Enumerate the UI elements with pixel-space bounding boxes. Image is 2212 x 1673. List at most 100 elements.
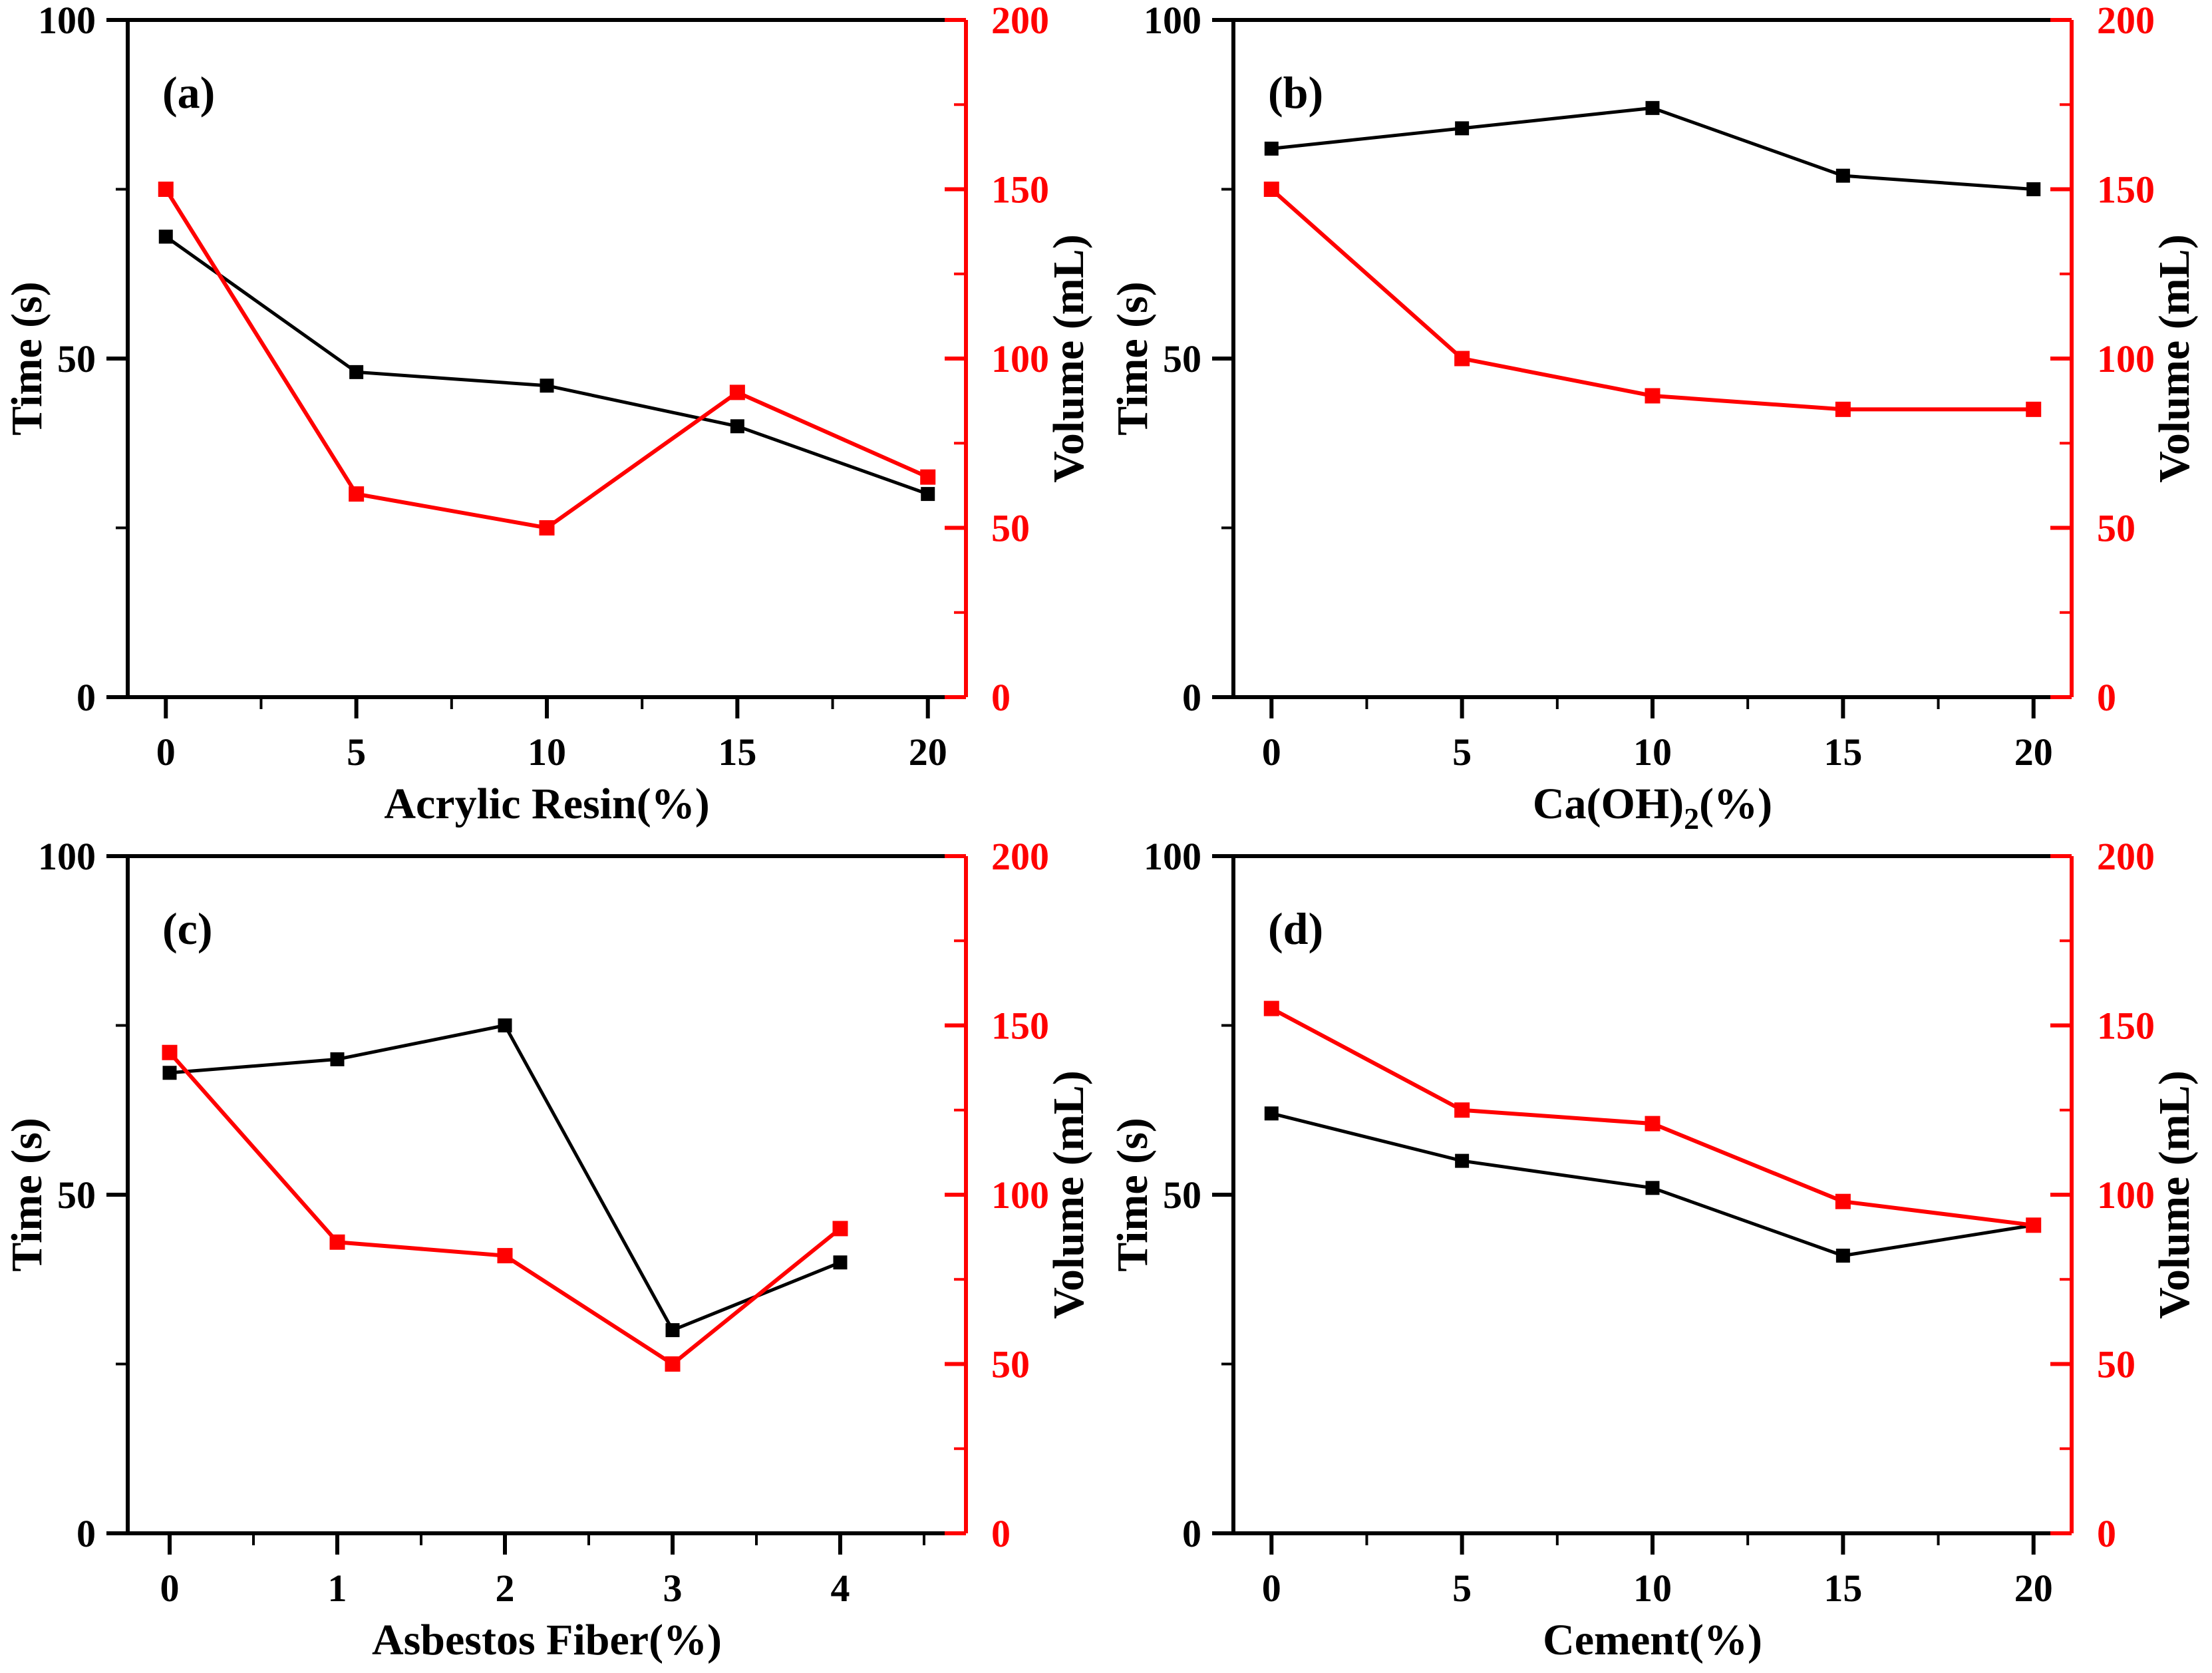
y-left-tick-label: 50 <box>57 337 96 380</box>
marker-time <box>1455 1153 1470 1168</box>
chart-asbestos-fiber: 0 50 100 0 50 100 150 200 0 1 2 3 4 Time (s) Volume (m… <box>3 836 1093 1664</box>
x-tick-label: 2 <box>496 1567 515 1610</box>
x-tick-label: 5 <box>1452 1567 1472 1610</box>
marker-volume <box>539 520 555 535</box>
chart-cement: 0 50 100 0 50 100 150 200 0 5 10 15 20 Time (s) Volume… <box>1108 836 2199 1664</box>
y-right-tick-label: 100 <box>991 337 1049 380</box>
marker-volume <box>832 1221 848 1237</box>
marker-time <box>540 379 554 393</box>
marker-time <box>158 229 173 244</box>
y-right-axis-title: Volume (mL) <box>2150 234 2199 482</box>
y-right-tick-label: 0 <box>2097 1512 2116 1555</box>
y-left-tick-label: 100 <box>38 836 96 878</box>
y-left-tick-label: 100 <box>1144 836 1201 878</box>
marker-time <box>330 1052 345 1066</box>
y-right-tick-label: 0 <box>991 676 1011 719</box>
marker-volume <box>665 1356 681 1372</box>
y-left-tick-label: 100 <box>1144 0 1201 42</box>
x-tick-label: 5 <box>347 730 366 774</box>
series-line-volume <box>164 188 929 530</box>
marker-volume <box>1645 1116 1660 1132</box>
y-left-axis-title: Time (s) <box>3 1118 51 1272</box>
marker-volume <box>729 384 745 400</box>
x-tick-label: 1 <box>328 1567 347 1610</box>
x-tick-label: 0 <box>156 730 176 774</box>
y-right-axis-title: Volume (mL) <box>1044 1070 1093 1318</box>
y-left-tick-label: 0 <box>1182 676 1201 719</box>
marker-volume <box>162 1044 178 1060</box>
y-right-tick-label: 150 <box>2097 1004 2155 1048</box>
y-right-tick-label: 150 <box>2097 168 2155 212</box>
x-axis-title: Ca(OH)2(%) <box>1533 780 1772 836</box>
x-axis-title: Acrylic Resin(%) <box>384 780 709 828</box>
marker-volume <box>1835 1193 1851 1209</box>
y-left-tick-label: 0 <box>77 676 96 719</box>
series-line-time <box>169 1023 841 1332</box>
y-left-axis-title: Time (s) <box>3 281 51 436</box>
marker-time <box>162 1066 177 1080</box>
panel-letter: (a) <box>162 67 215 118</box>
marker-time <box>498 1018 512 1032</box>
x-axis-title: Asbestos Fiber(%) <box>372 1616 722 1664</box>
y-right-tick-label: 50 <box>991 507 1030 550</box>
x-tick-label: 15 <box>1823 1567 1862 1610</box>
y-right-tick-label: 100 <box>2097 337 2155 380</box>
y-left-tick-label: 50 <box>1163 337 1201 380</box>
panel-c: 0 50 100 0 50 100 150 200 0 1 2 3 4 Time (s) Volume (m… <box>0 836 1106 1673</box>
marker-volume <box>1454 1102 1470 1118</box>
marker-time <box>730 419 744 434</box>
marker-time <box>349 365 364 379</box>
x-tick-label: 0 <box>1262 730 1281 774</box>
y-left-tick-label: 50 <box>1163 1173 1201 1217</box>
x-tick-label: 0 <box>160 1567 180 1610</box>
panel-a: 0 50 100 0 50 100 150 200 0 5 10 15 20 Time (s) Volume… <box>0 0 1106 836</box>
chart-calcium-hydroxide: 0 50 100 0 50 100 150 200 0 5 10 15 20 Time (s) Volume… <box>1108 0 2199 836</box>
y-right-tick-label: 200 <box>2097 0 2155 42</box>
y-right-tick-label: 0 <box>2097 676 2116 719</box>
y-right-tick-label: 150 <box>991 1004 1049 1048</box>
x-tick-label: 15 <box>1823 730 1862 774</box>
marker-volume <box>158 182 174 197</box>
y-right-tick-label: 200 <box>2097 836 2155 878</box>
x-tick-label: 5 <box>1452 730 1472 774</box>
marker-time <box>1264 141 1279 156</box>
x-tick-label: 10 <box>1633 1567 1672 1610</box>
marker-volume <box>1645 388 1660 404</box>
marker-time <box>921 487 935 502</box>
marker-volume <box>497 1248 513 1264</box>
plot-frame <box>126 854 966 1535</box>
y-right-tick-label: 150 <box>991 168 1049 212</box>
panel-b: 0 50 100 0 50 100 150 200 0 5 10 15 20 Time (s) Volume… <box>1106 0 2212 836</box>
marker-time <box>2026 182 2041 196</box>
x-tick-label: 20 <box>909 730 947 774</box>
marker-time <box>665 1323 680 1338</box>
marker-time <box>1455 121 1470 136</box>
y-right-tick-label: 0 <box>991 1512 1011 1555</box>
y-right-tick-label: 50 <box>991 1343 1030 1386</box>
marker-time <box>1645 100 1660 115</box>
y-left-tick-label: 0 <box>77 1512 96 1555</box>
y-left-tick-label: 100 <box>38 0 96 42</box>
marker-volume <box>329 1234 345 1250</box>
y-left-tick-label: 0 <box>1182 1512 1201 1555</box>
marker-volume <box>1263 1000 1279 1016</box>
x-axis-title: Cement(%) <box>1543 1616 1762 1664</box>
x-tick-label: 10 <box>528 730 566 774</box>
y-right-tick-label: 200 <box>991 836 1049 878</box>
plot-frame <box>1231 18 2072 699</box>
x-tick-label: 15 <box>718 730 756 774</box>
marker-time <box>833 1255 848 1270</box>
x-tick-label: 3 <box>663 1567 683 1610</box>
y-right-tick-label: 50 <box>2097 507 2135 550</box>
marker-time <box>1645 1181 1660 1195</box>
marker-volume <box>1263 182 1279 197</box>
chart-acrylic-resin: 0 50 100 0 50 100 150 200 0 5 10 15 20 Time (s) Volume… <box>3 0 1093 828</box>
marker-volume <box>2026 401 2042 417</box>
panel-letter: (d) <box>1268 903 1323 954</box>
y-left-tick-label: 50 <box>57 1173 96 1217</box>
y-left-axis-title: Time (s) <box>1108 281 1157 436</box>
marker-time <box>1835 168 1850 183</box>
marker-volume <box>1454 351 1470 367</box>
